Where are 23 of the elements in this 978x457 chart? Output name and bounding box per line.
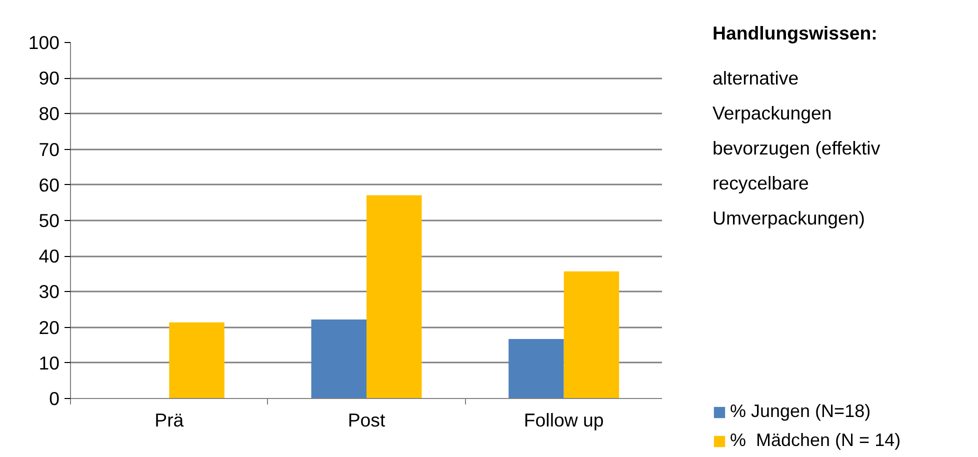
bar: [366, 195, 422, 398]
y-tick-label: 100: [28, 32, 60, 53]
y-tick-label: 0: [49, 388, 60, 409]
text: alternative Verpackungen bevorzugen (effektiv recycelbare Umverpackungen): [712, 68, 881, 228]
bar: [169, 322, 224, 398]
bar: [311, 319, 366, 398]
y-tick-label: 40: [38, 246, 60, 267]
bar: [564, 271, 620, 398]
text: Handlungswissen:: [712, 22, 878, 44]
y-tick-label: 90: [38, 68, 60, 89]
x-tick-label: Prä: [154, 410, 184, 430]
y-tick-label: 30: [38, 281, 60, 302]
y-tick-label: 60: [38, 174, 60, 196]
legend-label: % Mädchen (N = 14): [730, 430, 901, 451]
x-tick-label: Follow up: [524, 410, 604, 430]
x-tick-label: Post: [348, 410, 386, 430]
legend-label: % Jungen (N=18): [730, 401, 871, 422]
y-tick-label: 10: [38, 352, 60, 374]
y-tick-label: 20: [38, 316, 60, 338]
bar: [508, 339, 564, 398]
y-tick-label: 50: [38, 210, 60, 231]
y-tick-label: 80: [38, 103, 60, 124]
y-tick-label: 70: [38, 138, 60, 160]
